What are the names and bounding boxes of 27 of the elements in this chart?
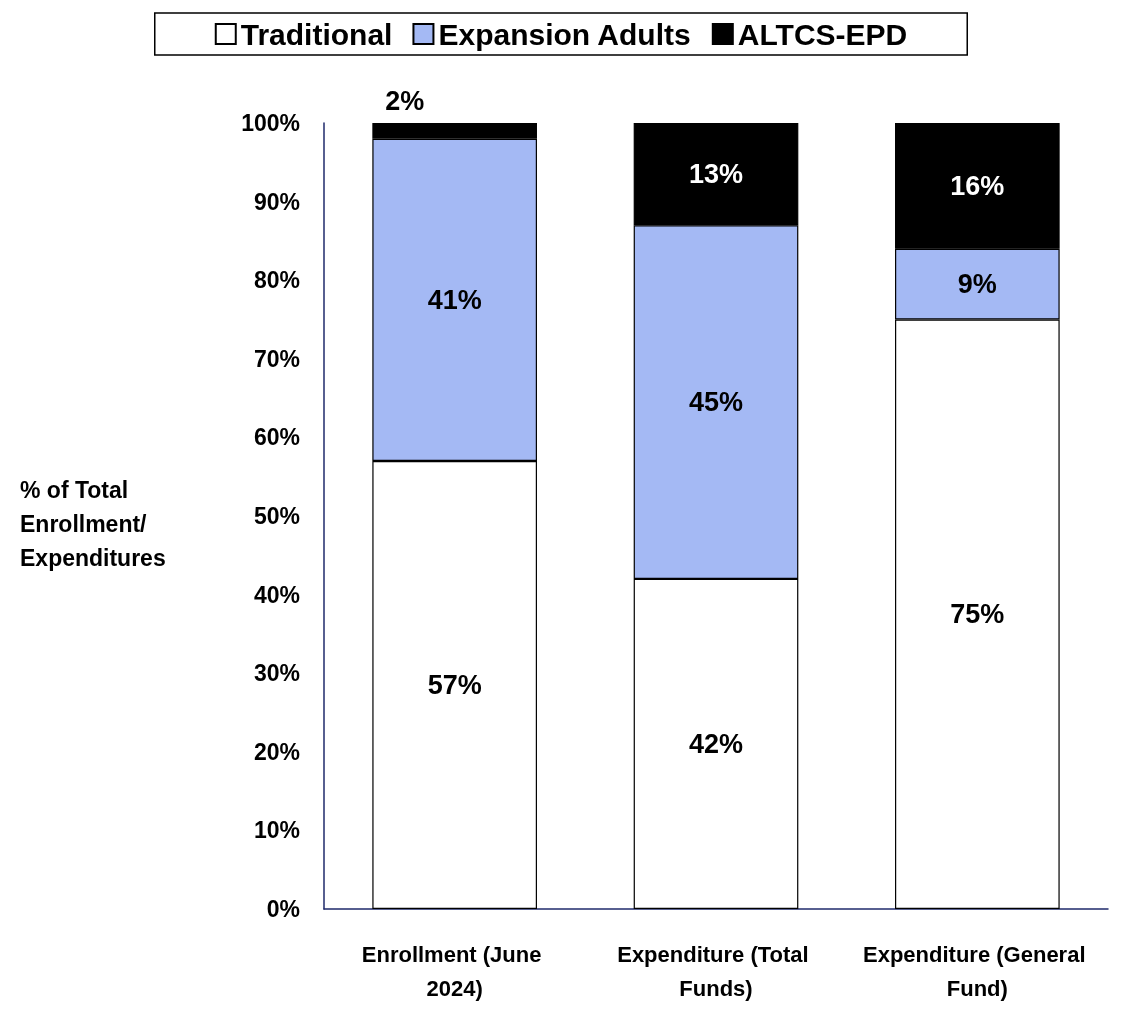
y-tick-label: 100%: [241, 110, 300, 136]
y-tick-label: 10%: [253, 817, 300, 844]
y-tick-label: 50%: [253, 503, 300, 529]
legend-label: Traditional: [240, 17, 393, 51]
y-tick-label: 90%: [253, 188, 300, 215]
x-tick-label: Enrollment (June 2024): [361, 941, 548, 1001]
legend-label: ALTCS-EPD: [737, 17, 908, 51]
y-tick-label: 20%: [253, 738, 300, 765]
data-label: 42%: [688, 728, 744, 759]
data-label: 45%: [688, 387, 744, 418]
data-label: 2%: [385, 85, 425, 116]
data-label: 9%: [957, 269, 997, 300]
y-tick-label: 70%: [253, 345, 300, 372]
y-tick-label: 60%: [253, 424, 300, 451]
data-label: 16%: [950, 170, 1005, 201]
y-tick-label: 30%: [253, 660, 300, 687]
y-tick-label: 80%: [253, 267, 300, 294]
data-label: 13%: [688, 159, 744, 190]
x-tick-label: Expenditure (Total Funds): [617, 941, 815, 1001]
y-tick-label: 0%: [266, 896, 300, 922]
legend-label: Expansion Adults: [438, 17, 691, 51]
data-label: 41%: [427, 284, 482, 315]
y-tick-label: 40%: [253, 581, 300, 608]
y-axis-title: % of Total Enrollment/ Expenditures: [20, 477, 166, 571]
data-label: 75%: [950, 599, 1005, 630]
data-label: 57%: [427, 669, 482, 700]
x-tick-label: Expenditure (General Fund): [863, 941, 1092, 1001]
